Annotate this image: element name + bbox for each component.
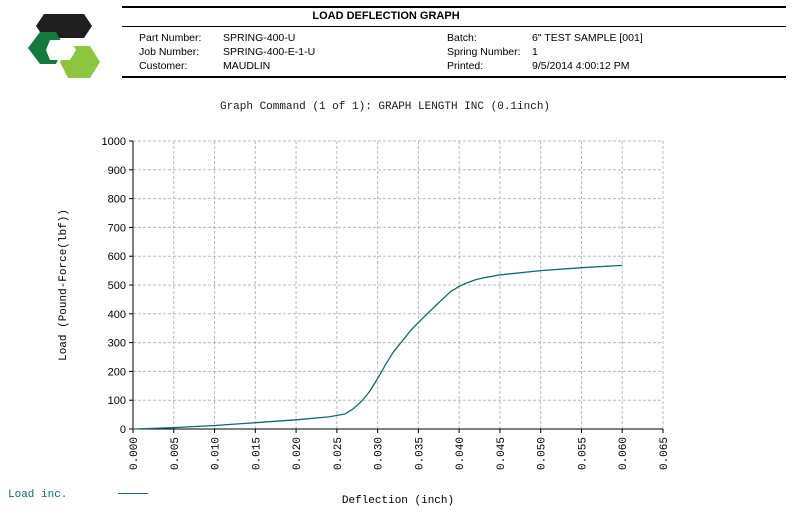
x-tick-label: 0.015: [251, 437, 263, 470]
x-tick-label: 0.060: [618, 437, 630, 470]
x-tick-label: 0.025: [333, 437, 345, 470]
batch-label: Batch:: [447, 32, 477, 44]
logo-white-hexagon: [46, 40, 76, 60]
header-bottom-rule: [122, 76, 786, 78]
x-tick-label: 0.040: [455, 437, 467, 470]
series-line-load-inc: [132, 264, 623, 430]
customer-value: MAUDLIN: [223, 60, 271, 72]
y-tick-label: 1000: [102, 136, 126, 148]
printed-value: 9/5/2014 4:00:12 PM: [532, 60, 630, 72]
x-tick-label: 0.030: [374, 437, 386, 470]
x-tick-label: 0.005: [170, 437, 182, 470]
legend-label: Load inc.: [8, 489, 68, 501]
legend-swatch: [118, 493, 148, 494]
x-tick-label: 0.010: [211, 437, 223, 470]
printed-label: Printed:: [447, 60, 484, 72]
job-number-value: SPRING-400-E-1-U: [223, 46, 316, 58]
y-tick-label: 700: [108, 222, 126, 234]
x-tick-label: 0.055: [577, 437, 589, 470]
x-tick-label: 0.000: [129, 437, 141, 470]
spring-number-label: Spring Number:: [447, 46, 521, 58]
x-tick-label: 0.020: [292, 437, 304, 470]
report-title: LOAD DEFLECTION GRAPH: [312, 10, 460, 22]
graph-command: Graph Command (1 of 1): GRAPH LENGTH INC…: [219, 101, 551, 113]
y-tick-label: 600: [108, 251, 126, 263]
y-tick-label: 400: [108, 309, 126, 321]
x-tick-label: 0.065: [659, 437, 671, 470]
x-tick-label: 0.045: [496, 437, 508, 470]
y-tick-label: 300: [108, 338, 126, 350]
y-tick-label: 500: [108, 280, 126, 292]
y-tick-label: 900: [108, 165, 126, 177]
y-axis-title: Load (Pound-Force(lbf)): [58, 209, 70, 361]
y-tick-label: 800: [108, 194, 126, 206]
x-tick-label: 0.050: [537, 437, 549, 470]
batch-value: 6" TEST SAMPLE [001]: [532, 32, 643, 44]
y-tick-label: 0: [120, 424, 126, 436]
header-mid-rule: [122, 26, 786, 27]
spring-number-value: 1: [532, 46, 538, 58]
x-tick-label: 0.035: [414, 437, 426, 470]
part-number-label: Part Number:: [139, 32, 202, 44]
x-axis-title: Deflection (inch): [342, 495, 454, 507]
company-logo: [28, 14, 100, 78]
y-tick-label: 200: [108, 366, 126, 378]
job-number-label: Job Number:: [139, 46, 200, 58]
part-number-value: SPRING-400-U: [223, 32, 296, 44]
y-tick-label: 100: [108, 395, 126, 407]
customer-label: Customer:: [139, 60, 188, 72]
header-top-rule: [122, 6, 786, 8]
